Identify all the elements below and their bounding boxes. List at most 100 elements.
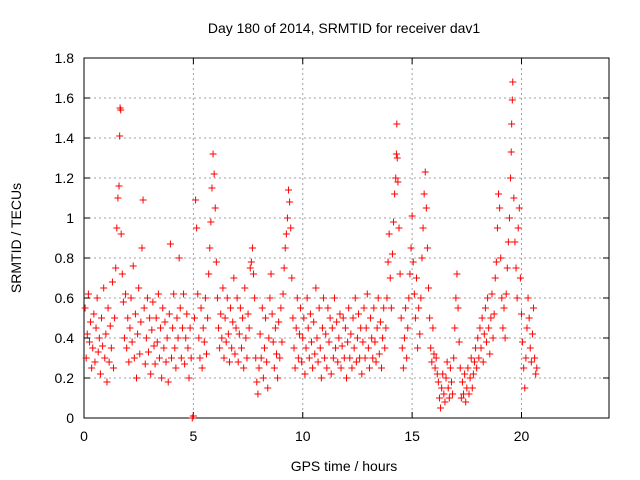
data-point xyxy=(461,370,469,378)
data-point xyxy=(175,254,183,262)
data-point xyxy=(438,384,446,392)
data-point xyxy=(491,274,499,282)
data-point xyxy=(196,354,204,362)
data-point xyxy=(379,334,387,342)
data-point xyxy=(258,304,266,312)
data-point xyxy=(525,314,533,322)
data-point xyxy=(509,78,517,86)
data-point xyxy=(350,344,358,352)
data-point xyxy=(396,270,404,278)
data-point xyxy=(164,378,172,386)
data-point xyxy=(417,294,425,302)
data-point xyxy=(195,334,203,342)
data-point xyxy=(368,334,376,342)
data-point xyxy=(454,304,462,312)
data-point xyxy=(428,358,436,366)
data-point xyxy=(232,324,240,332)
x-tick-label: 15 xyxy=(404,428,420,444)
data-point xyxy=(391,190,399,198)
data-point xyxy=(360,304,368,312)
data-point xyxy=(244,310,252,318)
data-point xyxy=(308,338,315,346)
x-tick-label: 10 xyxy=(295,428,311,444)
data-point xyxy=(286,198,294,206)
data-point xyxy=(332,344,340,352)
data-point xyxy=(326,314,334,322)
data-point xyxy=(128,338,136,346)
data-point xyxy=(406,270,414,278)
data-point xyxy=(341,324,349,332)
data-point xyxy=(339,314,347,322)
tick-labels: 0 0.2 0.4 0.6 0.8 1 1.2 1.4 1.6 1.8 0 5 10 15 20 xyxy=(55,50,530,444)
data-point xyxy=(295,330,303,338)
data-point xyxy=(227,304,235,312)
data-point xyxy=(408,212,416,220)
data-point xyxy=(211,204,219,212)
data-point xyxy=(166,240,174,248)
data-point xyxy=(446,364,454,372)
data-point xyxy=(420,190,428,198)
data-point xyxy=(106,322,114,330)
data-point xyxy=(448,378,455,386)
data-point xyxy=(111,314,119,322)
data-point xyxy=(98,314,105,322)
data-point xyxy=(239,314,247,322)
data-point xyxy=(490,310,498,318)
data-point xyxy=(323,364,331,372)
data-point xyxy=(165,310,173,318)
data-point xyxy=(201,294,209,302)
data-point xyxy=(160,344,168,352)
data-point xyxy=(115,182,123,190)
y-tick-label: 1.4 xyxy=(55,130,75,146)
data-point xyxy=(225,358,233,366)
data-point xyxy=(398,344,406,352)
data-point xyxy=(224,330,232,338)
data-point xyxy=(434,378,442,386)
data-point xyxy=(289,314,297,322)
data-point xyxy=(250,270,258,278)
data-point xyxy=(512,264,520,272)
data-point xyxy=(131,310,139,318)
data-point xyxy=(302,344,310,352)
data-point xyxy=(124,314,132,322)
data-point xyxy=(134,330,142,338)
data-point xyxy=(435,394,443,402)
data-point xyxy=(245,324,253,332)
data-point xyxy=(510,194,518,202)
data-point xyxy=(174,334,182,342)
data-point xyxy=(155,354,163,362)
data-point xyxy=(89,344,97,352)
data-point xyxy=(101,354,109,362)
data-point xyxy=(521,384,529,392)
data-point xyxy=(230,274,238,282)
data-point xyxy=(281,244,289,252)
data-point xyxy=(361,354,369,362)
data-point xyxy=(508,120,516,128)
data-point xyxy=(123,344,131,352)
data-point xyxy=(325,338,333,346)
data-point xyxy=(291,364,299,372)
data-point xyxy=(409,258,417,266)
data-point xyxy=(161,318,169,326)
data-point xyxy=(171,344,179,352)
data-point xyxy=(219,284,227,292)
data-point xyxy=(397,314,405,322)
data-point xyxy=(516,274,524,282)
tick-marks xyxy=(83,57,609,419)
data-point xyxy=(268,310,276,318)
data-point xyxy=(242,334,250,342)
data-point xyxy=(301,370,309,378)
data-point xyxy=(384,258,392,266)
data-point xyxy=(162,358,170,366)
data-point xyxy=(359,338,367,346)
data-point xyxy=(337,364,345,372)
data-point xyxy=(113,224,121,232)
data-point xyxy=(395,224,403,232)
data-point xyxy=(300,314,308,322)
data-point xyxy=(500,304,508,312)
data-point xyxy=(402,304,410,312)
data-point xyxy=(282,230,290,238)
data-point xyxy=(456,364,464,372)
data-point xyxy=(321,354,329,362)
data-point xyxy=(513,294,521,302)
